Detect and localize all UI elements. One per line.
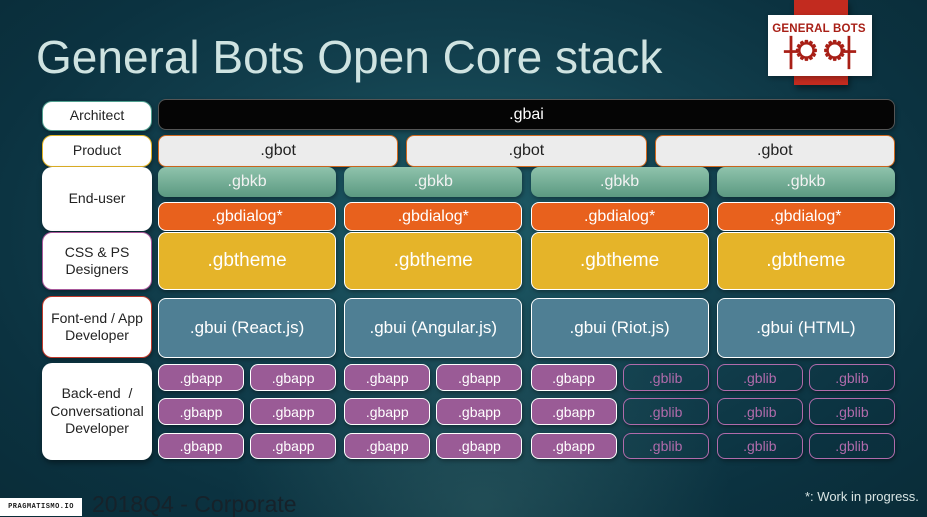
svg-text:GENERAL BOTS: GENERAL BOTS <box>772 23 866 35</box>
